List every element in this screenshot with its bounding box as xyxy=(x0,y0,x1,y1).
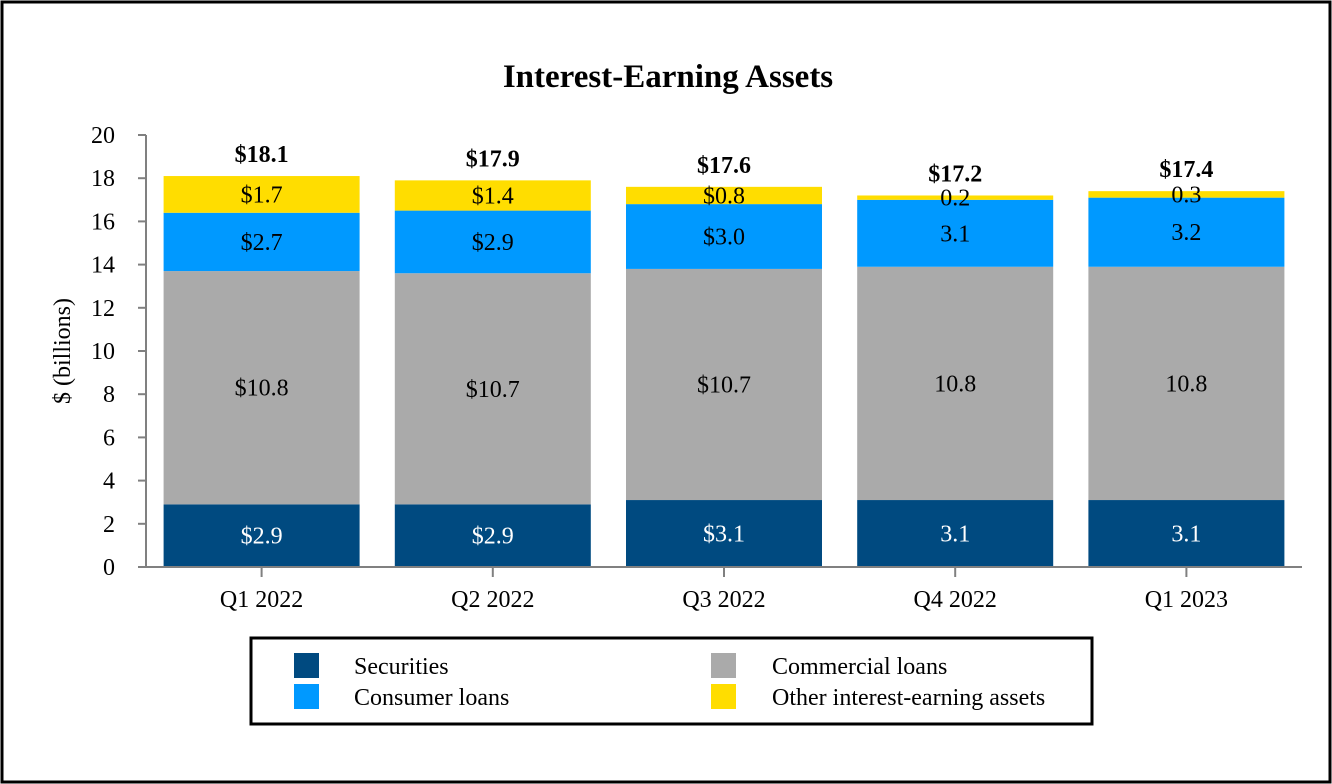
segment-value-label: 10.8 xyxy=(934,371,976,397)
legend-swatch xyxy=(294,653,319,678)
segment-value-label: 10.8 xyxy=(1165,371,1207,397)
segment-value-label: $10.7 xyxy=(697,372,751,398)
bar-segment xyxy=(394,210,591,274)
y-tick-label: 8 xyxy=(103,382,115,408)
segment-value-label: $3.1 xyxy=(703,522,745,548)
legend-label: Commercial loans xyxy=(772,654,947,680)
x-tick-label: Q2 2022 xyxy=(451,587,534,613)
segment-value-label: $1.7 xyxy=(241,182,283,208)
segment-value-label: $1.4 xyxy=(472,183,514,209)
y-tick-label: 18 xyxy=(91,166,115,192)
bar-segment xyxy=(163,504,360,567)
bar-segment xyxy=(1088,500,1285,567)
bar-total-label: $18.1 xyxy=(235,142,289,168)
segment-value-label: $2.9 xyxy=(241,524,283,550)
legend-label: Securities xyxy=(354,654,449,680)
bar-segment xyxy=(626,186,822,205)
y-tick-label: 12 xyxy=(91,296,115,322)
segment-value-label: 3.1 xyxy=(940,522,970,548)
y-tick-label: 0 xyxy=(103,555,115,581)
segment-value-label: $10.8 xyxy=(235,376,289,402)
bar-segment xyxy=(1088,197,1285,267)
segment-value-label: $2.7 xyxy=(241,230,283,256)
segment-value-label: $3.0 xyxy=(703,225,745,251)
segment-value-label: $10.7 xyxy=(466,377,520,403)
bar-segment xyxy=(626,268,822,501)
y-tick-label: 20 xyxy=(91,123,115,149)
legend-label: Other interest-earning assets xyxy=(772,685,1045,711)
segment-value-label: 3.1 xyxy=(1171,522,1201,548)
bar-segment xyxy=(626,500,822,567)
x-tick-label: Q4 2022 xyxy=(914,587,997,613)
bar-segment xyxy=(857,195,1054,200)
bar-segment xyxy=(857,266,1054,501)
y-tick-label: 2 xyxy=(103,512,115,538)
bar-segment xyxy=(163,176,360,213)
axes-layer: Q1 2022 Q2 2022 Q3 2022 Q4 2022 Q1 2023 0 2 4 6 8… xyxy=(91,123,1302,613)
bar-total-label: $17.9 xyxy=(466,146,520,172)
y-tick-label: 14 xyxy=(91,253,115,279)
segment-value-label: $0.8 xyxy=(703,183,745,209)
bar-segment xyxy=(626,204,822,269)
bars-layer: $2.9 $10.8 $2.7 $1.7 $18.1 $2.9 $10.7 $2.9 $1.4 $… xyxy=(163,142,1285,567)
segment-value-label: 3.2 xyxy=(1171,220,1201,246)
bar-total-label: $17.2 xyxy=(928,161,982,187)
bar-segment xyxy=(1088,191,1285,198)
legend: Securities Commercial loans Consumer loans… xyxy=(249,636,1094,726)
x-tick-label: Q1 2023 xyxy=(1145,587,1228,613)
segment-value-label: 3.1 xyxy=(940,221,970,247)
x-tick-label: Q3 2022 xyxy=(682,587,765,613)
y-tick-label: 4 xyxy=(103,469,115,495)
bar-segment xyxy=(394,180,591,211)
bar-segment xyxy=(163,271,360,505)
bar-segment xyxy=(394,504,591,567)
y-tick-label: 10 xyxy=(91,339,115,365)
legend-label: Consumer loans xyxy=(354,685,509,711)
x-tick-label: Q1 2022 xyxy=(220,587,303,613)
chart-title: Interest-Earning Assets xyxy=(503,59,833,95)
bar-segment xyxy=(857,199,1054,267)
y-tick-label: 6 xyxy=(103,425,115,451)
legend-swatch xyxy=(711,653,736,678)
y-axis-label: $ (billions) xyxy=(50,298,76,404)
segment-value-label: $2.9 xyxy=(472,524,514,550)
bar-segment xyxy=(1088,266,1285,501)
bar-segment xyxy=(394,273,591,505)
y-tick-label: 16 xyxy=(91,209,115,235)
legend-swatch xyxy=(711,684,736,709)
bar-total-label: $17.6 xyxy=(697,153,751,179)
segment-value-label: 0.3 xyxy=(1171,182,1201,208)
bar-total-label: $17.4 xyxy=(1159,157,1213,183)
legend-swatch xyxy=(294,684,319,709)
segment-value-label: 0.2 xyxy=(940,186,970,212)
bar-segment xyxy=(857,500,1054,567)
bar-segment xyxy=(163,212,360,272)
segment-value-label: $2.9 xyxy=(472,230,514,256)
legend-box xyxy=(249,636,1094,726)
